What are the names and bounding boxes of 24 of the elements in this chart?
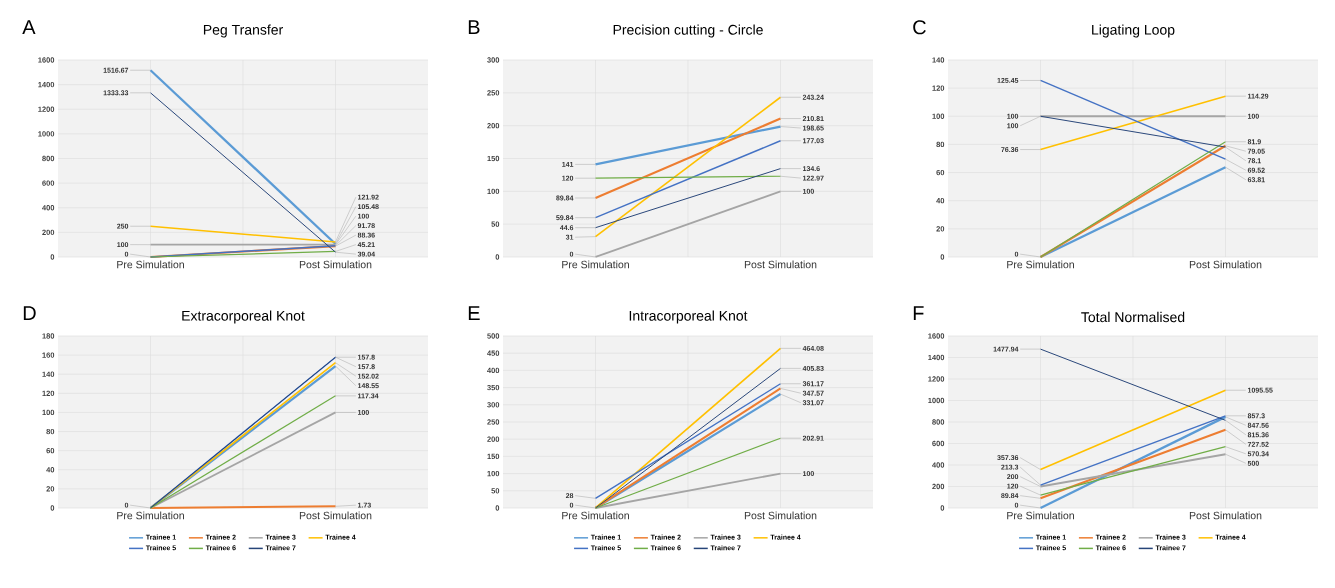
chart-title: Ligating Loop xyxy=(1092,24,1175,38)
text: B xyxy=(468,20,480,34)
x-tick-label: Pre Simulation xyxy=(562,511,629,520)
x-tick-label: Post Simulation xyxy=(744,511,817,520)
text: A xyxy=(22,20,36,34)
x-tick-label: Pre Simulation xyxy=(117,511,184,520)
chart-title: Peg Transfer xyxy=(203,24,283,38)
x-tick-label: Pre Simulation xyxy=(117,260,184,269)
x-tick-label: Post Simulation xyxy=(744,260,817,269)
chart-title: Extracorporeal Knot xyxy=(182,310,305,324)
x-tick-label: Post Simulation xyxy=(299,260,372,269)
x-tick-label: Pre Simulation xyxy=(1007,511,1074,520)
x-tick-label: Pre Simulation xyxy=(562,260,629,269)
text: D xyxy=(23,306,36,320)
text: E xyxy=(468,306,480,320)
x-tick-label: Post Simulation xyxy=(1189,260,1262,269)
x-tick-label: Pre Simulation xyxy=(1007,260,1074,269)
chart-title: Intracorporeal Knot xyxy=(629,310,748,324)
text: C xyxy=(913,20,926,35)
chart-title: Precision cutting - Circle xyxy=(613,24,763,38)
text: F xyxy=(913,306,924,320)
x-tick-label: Post Simulation xyxy=(1189,511,1262,520)
x-tick-label: Post Simulation xyxy=(299,511,372,520)
chart-title: Total Normalised xyxy=(1081,311,1185,323)
